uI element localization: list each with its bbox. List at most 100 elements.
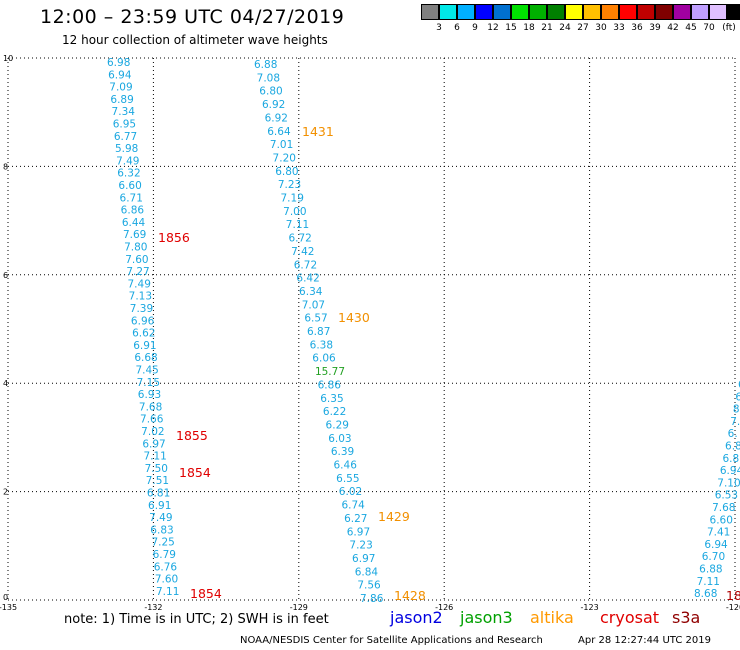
wave-height-value: 6.81	[147, 488, 170, 500]
wave-height-value: 6.76	[154, 561, 178, 573]
satellite-tracks: 6.986.947.096.897.346.956.775.987.496.32…	[107, 57, 740, 605]
track-time-label: 1855	[176, 428, 208, 443]
wave-height-value: 6.35	[320, 393, 343, 405]
wave-height-value: 6	[738, 379, 740, 391]
wave-height-value: 6.72	[294, 259, 317, 271]
x-tick-label: -135	[0, 603, 17, 612]
wave-height-value: 6.44	[122, 217, 146, 229]
wave-height-value: 7.60	[155, 574, 178, 586]
wave-height-value: 6.60	[118, 180, 141, 192]
track-time-label: 1856	[158, 230, 190, 245]
scale-swatch	[727, 4, 740, 20]
legend-item-altika: altika	[530, 608, 574, 627]
wave-height-value: 6.95	[113, 119, 136, 131]
wave-height-value: 7.51	[146, 475, 169, 487]
wave-height-value: 7.45	[135, 365, 158, 377]
wave-height-value: 6.72	[288, 233, 311, 245]
axis-ticks: -135 -132 -129 -126 -123 -120 0 2 4 6 8 10	[0, 54, 740, 612]
scale-label: 15	[505, 23, 517, 33]
wave-height-value: 7.68	[712, 502, 735, 514]
generated-timestamp: Apr 28 12:27:44 UTC 2019	[578, 635, 711, 646]
wave-height-value: 6.83	[150, 524, 173, 536]
wave-height-value: 7.09	[109, 82, 132, 94]
wave-height-value: 7.11	[697, 576, 720, 588]
scale-label: 39	[649, 23, 661, 33]
wave-height-value: 6.60	[710, 514, 733, 526]
wave-height-value: 7.11	[156, 586, 179, 598]
wave-height-value: 6.88	[699, 564, 722, 576]
scale-label: 30	[595, 23, 607, 33]
wave-height-value: 6.62	[132, 328, 155, 340]
wave-height-value: 6.27	[344, 513, 367, 525]
track-time-label: 1429	[378, 509, 410, 524]
scale-unit: (ft)	[722, 23, 736, 33]
wave-height-value: 6.79	[153, 549, 176, 561]
scale-label: 27	[577, 23, 589, 33]
wave-height-value: 6.39	[331, 446, 354, 458]
wave-height-value: 6.74	[341, 500, 365, 512]
wave-height-value: 6.96	[131, 315, 155, 327]
wave-height-value: 6.32	[117, 168, 140, 180]
wave-height-value: 6.80	[259, 86, 282, 98]
wave-height-value: 7.50	[145, 463, 168, 475]
wave-height-value: 7.86	[360, 593, 384, 605]
wave-height-value: 15.77	[315, 366, 345, 378]
wave-height-value: 6.98	[107, 57, 130, 69]
wave-height-value: 7.42	[291, 246, 314, 258]
scale-swatch	[601, 4, 619, 20]
wave-height-value: 7.19	[281, 193, 304, 205]
wave-height-value: 6.53	[715, 490, 738, 502]
y-tick-label: 0	[3, 593, 8, 602]
wave-height-value: 8.	[733, 404, 740, 416]
scale-swatch	[565, 4, 583, 20]
wave-height-value: 7.80	[124, 242, 147, 254]
scale-swatch	[511, 4, 529, 20]
scale-label: 45	[685, 23, 697, 33]
wave-height-value: 7.11	[143, 451, 166, 463]
wave-height-value: 7.69	[123, 229, 146, 241]
wave-height-value: 6.22	[323, 406, 346, 418]
wave-height-value: 6.84	[355, 566, 379, 578]
scale-label: 24	[559, 23, 571, 33]
wave-height-value: 7.20	[273, 152, 296, 164]
scale-swatch	[655, 4, 673, 20]
wave-height-value: 7.27	[126, 266, 149, 278]
wave-height-value: 6.34	[299, 286, 323, 298]
wave-height-value: 6.02	[339, 486, 362, 498]
wave-height-value: 7.00	[283, 206, 306, 218]
scale-swatch	[529, 4, 547, 20]
legend-item-jason3: jason3	[460, 608, 513, 627]
scale-label: 21	[541, 23, 553, 33]
wave-height-value: 7.39	[130, 303, 153, 315]
wave-height-value: 6.8	[725, 441, 740, 453]
wave-height-value: 7.	[730, 416, 740, 428]
wave-height-value: 7.41	[707, 527, 730, 539]
wave-height-value: 6.97	[347, 526, 370, 538]
wave-height-value: 6.42	[296, 273, 319, 285]
scale-label: 6	[454, 23, 460, 33]
x-tick-label: -126	[435, 603, 453, 612]
scale-swatch	[421, 4, 439, 20]
wave-height-value: 6.89	[110, 94, 133, 106]
scale-label: 33	[613, 23, 625, 33]
wave-height-value: 6.64	[267, 126, 291, 138]
scale-swatch	[673, 4, 691, 20]
wave-height-value: 6.97	[142, 438, 165, 450]
wave-height-value: 5.98	[115, 143, 138, 155]
note-text: note: 1) Time is in UTC; 2) SWH is in fe…	[64, 612, 329, 627]
wave-height-value: 6.88	[254, 59, 277, 71]
wave-height-value: 6.06	[312, 353, 336, 365]
wave-height-value: 7.49	[128, 278, 151, 290]
map-title: 12:00 – 23:59 UTC 04/27/2019	[40, 6, 345, 28]
wave-height-value: 6.94	[720, 465, 740, 477]
wave-height-value: 6.93	[138, 389, 161, 401]
track-time-label: 1430	[338, 310, 370, 325]
scale-label: 9	[472, 23, 478, 33]
wave-height-value: 8.68	[694, 588, 717, 600]
wave-height-value: 6.97	[352, 553, 375, 565]
wave-height-value: 7.66	[140, 414, 164, 426]
wave-height-value: 7.15	[137, 377, 160, 389]
legend-item-jason2: jason2	[390, 608, 443, 627]
wave-height-value: 7.07	[302, 299, 325, 311]
